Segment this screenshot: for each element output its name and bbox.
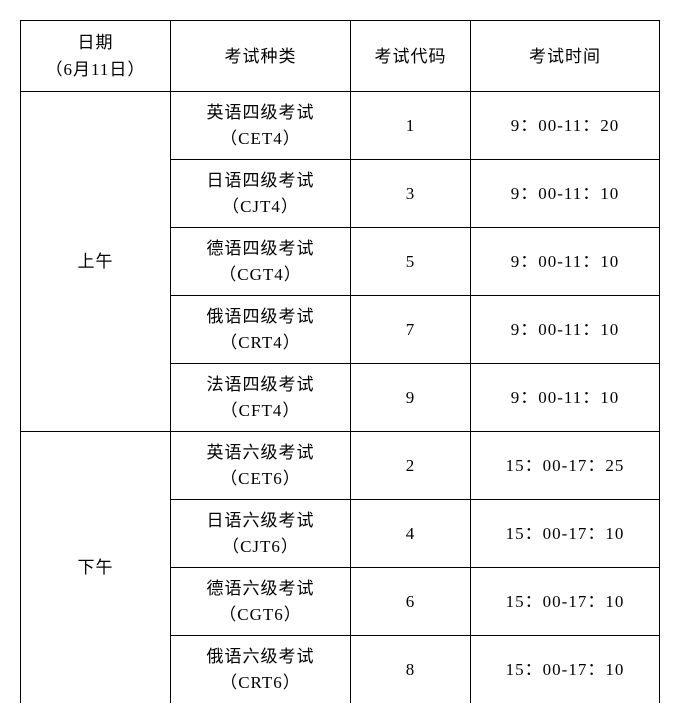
exam-code: 1 [351, 92, 471, 160]
exam-code: 8 [351, 636, 471, 704]
exam-type-sub: （CET4） [175, 126, 346, 152]
exam-type-main: 法语四级考试 [207, 375, 315, 394]
exam-type-cell: 日语六级考试 （CJT6） [171, 500, 351, 568]
exam-type-main: 德语四级考试 [207, 239, 315, 258]
exam-code: 2 [351, 432, 471, 500]
exam-time: 9：00-11：10 [471, 160, 660, 228]
exam-time: 9：00-11：10 [471, 364, 660, 432]
exam-time: 9：00-11：20 [471, 92, 660, 160]
header-exam-code: 考试代码 [351, 21, 471, 92]
exam-type-sub: （CET6） [175, 466, 346, 492]
exam-code: 6 [351, 568, 471, 636]
exam-type-cell: 俄语六级考试 （CRT6） [171, 636, 351, 704]
header-row: 日期 （6月11日） 考试种类 考试代码 考试时间 [21, 21, 660, 92]
exam-schedule-table: 日期 （6月11日） 考试种类 考试代码 考试时间 上午 英语四级考试 （CET… [20, 20, 660, 703]
exam-type-sub: （CJT4） [175, 194, 346, 220]
session-afternoon: 下午 [21, 432, 171, 704]
header-exam-type: 考试种类 [171, 21, 351, 92]
exam-time: 15：00-17：10 [471, 636, 660, 704]
exam-type-main: 英语四级考试 [207, 103, 315, 122]
exam-code: 5 [351, 228, 471, 296]
exam-type-main: 日语四级考试 [207, 171, 315, 190]
exam-time: 15：00-17：25 [471, 432, 660, 500]
exam-type-cell: 法语四级考试 （CFT4） [171, 364, 351, 432]
exam-type-main: 日语六级考试 [207, 511, 315, 530]
exam-type-cell: 德语四级考试 （CGT4） [171, 228, 351, 296]
header-date-line1: 日期 [78, 33, 114, 52]
exam-type-sub: （CFT4） [175, 398, 346, 424]
exam-type-cell: 德语六级考试 （CGT6） [171, 568, 351, 636]
session-morning: 上午 [21, 92, 171, 432]
table-row: 下午 英语六级考试 （CET6） 2 15：00-17：25 [21, 432, 660, 500]
exam-type-cell: 日语四级考试 （CJT4） [171, 160, 351, 228]
exam-type-cell: 英语四级考试 （CET4） [171, 92, 351, 160]
exam-type-sub: （CJT6） [175, 534, 346, 560]
exam-time: 9：00-11：10 [471, 296, 660, 364]
exam-time: 15：00-17：10 [471, 568, 660, 636]
exam-type-cell: 俄语四级考试 （CRT4） [171, 296, 351, 364]
exam-type-main: 英语六级考试 [207, 443, 315, 462]
exam-type-sub: （CGT4） [175, 262, 346, 288]
exam-type-sub: （CRT6） [175, 670, 346, 696]
exam-code: 9 [351, 364, 471, 432]
exam-type-sub: （CRT4） [175, 330, 346, 356]
exam-type-main: 德语六级考试 [207, 579, 315, 598]
exam-code: 4 [351, 500, 471, 568]
header-date: 日期 （6月11日） [21, 21, 171, 92]
header-exam-time: 考试时间 [471, 21, 660, 92]
exam-type-main: 俄语六级考试 [207, 647, 315, 666]
exam-code: 7 [351, 296, 471, 364]
exam-time: 15：00-17：10 [471, 500, 660, 568]
exam-type-cell: 英语六级考试 （CET6） [171, 432, 351, 500]
exam-type-sub: （CGT6） [175, 602, 346, 628]
header-date-line2: （6月11日） [46, 60, 146, 79]
exam-code: 3 [351, 160, 471, 228]
exam-type-main: 俄语四级考试 [207, 307, 315, 326]
exam-time: 9：00-11：10 [471, 228, 660, 296]
table-row: 上午 英语四级考试 （CET4） 1 9：00-11：20 [21, 92, 660, 160]
